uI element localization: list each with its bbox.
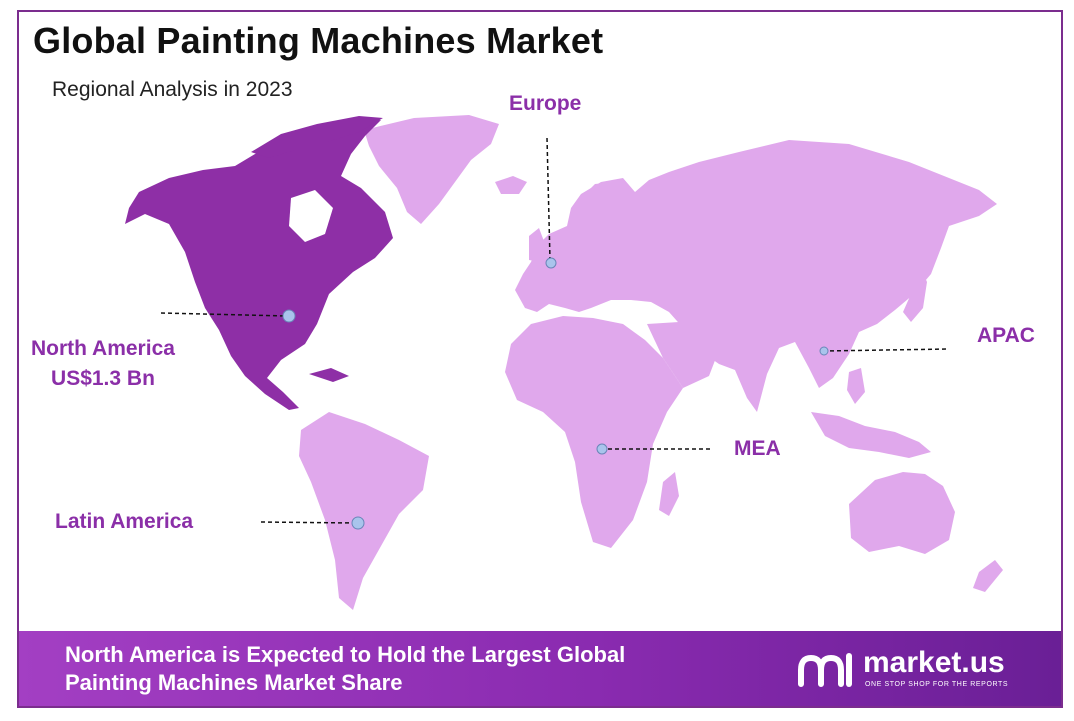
marketus-logo: market.us ONE STOP SHOP FOR THE REPORTS: [797, 646, 1047, 692]
philippines-shape: [847, 368, 865, 404]
north-america-value: US$1.3 Bn: [51, 367, 155, 390]
apac-leader-line: [822, 348, 950, 352]
arabia-shape: [647, 322, 719, 388]
footer-line-1: North America is Expected to Hold the La…: [65, 642, 626, 667]
uk-shape: [529, 228, 545, 262]
apac-marker: [819, 346, 829, 356]
north-america-name: North America: [31, 337, 175, 360]
africa-shape: [505, 316, 683, 548]
hudson-bay-shape: [289, 190, 333, 242]
madagascar-shape: [659, 472, 679, 516]
scandinavia-shape: [571, 182, 617, 252]
europe-marker: [545, 257, 557, 269]
caribbean-shape: [309, 368, 349, 382]
latin-america-marker: [351, 516, 365, 530]
apac-label: APAC: [977, 324, 1035, 347]
europe-label: Europe: [509, 92, 582, 115]
new-zealand-shape: [973, 560, 1003, 592]
southeast-asia-islands-shape: [811, 412, 931, 458]
footer-text: North America is Expected to Hold the La…: [65, 641, 745, 697]
page-subtitle: Regional Analysis in 2023: [52, 78, 293, 101]
iceland-shape: [495, 176, 527, 194]
south-america-shape: [299, 412, 429, 610]
mea-marker: [596, 443, 608, 455]
north-america-shape: [125, 120, 393, 410]
north-america-marker: [282, 309, 296, 323]
marketus-logo-icon: [798, 653, 852, 687]
footer-banner: North America is Expected to Hold the La…: [19, 631, 1061, 706]
japan-shape: [903, 264, 927, 322]
arctic-islands-shape: [251, 116, 383, 158]
infographic-frame: Global Painting Machines Market Regional…: [17, 10, 1063, 708]
europe-leader-line: [546, 137, 551, 261]
marketus-logo-tagline: ONE STOP SHOP FOR THE REPORTS: [865, 681, 1009, 688]
footer-line-2: Painting Machines Market Share: [65, 670, 403, 695]
greenland-shape: [364, 115, 499, 224]
australia-shape: [849, 472, 955, 554]
north-america-label: North America US$1.3 Bn: [31, 334, 175, 394]
eurasia-shape: [515, 140, 997, 412]
latin-america-label: Latin America: [55, 510, 194, 533]
mea-label: MEA: [734, 437, 781, 460]
page-title: Global Painting Machines Market: [33, 20, 604, 61]
world-map: [125, 115, 1003, 610]
north-america-leader-line: [160, 312, 288, 317]
latin-america-leader-line: [260, 521, 356, 524]
marketus-logo-name: market.us: [863, 646, 1005, 679]
